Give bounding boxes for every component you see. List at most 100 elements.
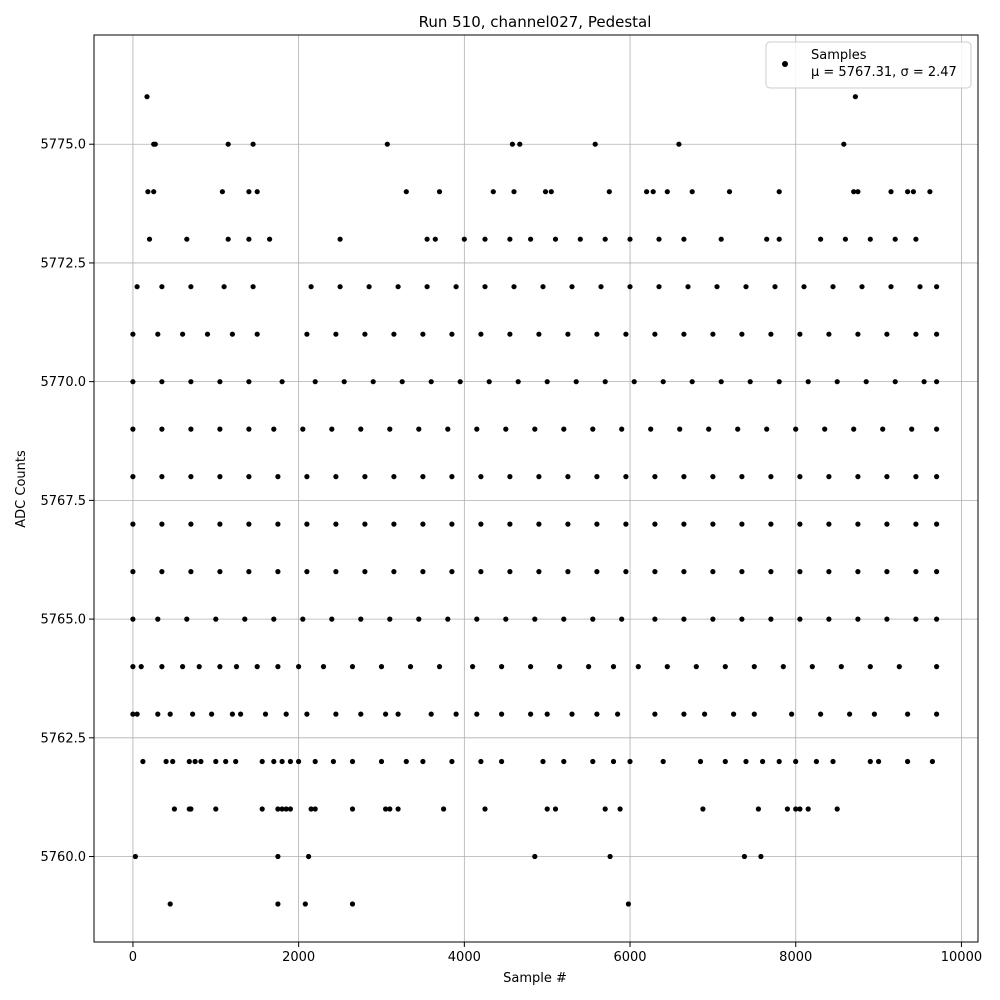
data-point <box>420 569 426 575</box>
data-point <box>917 284 923 290</box>
data-point <box>146 236 153 242</box>
data-point <box>602 236 608 242</box>
data-point <box>905 758 911 765</box>
data-point <box>627 758 633 765</box>
data-point <box>625 901 632 907</box>
data-point <box>768 331 774 337</box>
data-point <box>478 758 484 765</box>
data-point <box>238 711 244 717</box>
data-point <box>934 331 940 337</box>
data-point <box>384 141 390 147</box>
data-point <box>312 806 318 812</box>
data-point <box>213 758 219 765</box>
data-point <box>677 426 683 432</box>
chart-title: Run 510, channel027, Pedestal <box>419 13 652 31</box>
data-point <box>934 521 940 527</box>
data-point <box>602 379 608 385</box>
data-point <box>594 711 600 717</box>
data-point <box>246 521 252 527</box>
data-point <box>140 758 146 765</box>
data-point <box>246 379 252 385</box>
data-point <box>884 331 890 337</box>
data-point <box>204 331 211 337</box>
data-point <box>333 521 339 527</box>
data-point <box>830 758 836 765</box>
data-point <box>507 569 513 575</box>
data-point <box>561 616 567 622</box>
data-point <box>155 711 161 717</box>
data-point <box>449 758 455 765</box>
data-point <box>772 284 778 290</box>
data-point <box>615 711 621 717</box>
data-point <box>540 758 546 765</box>
data-point <box>188 379 194 385</box>
data-point <box>213 616 219 622</box>
data-point <box>130 711 136 717</box>
data-point <box>913 569 919 575</box>
x-tick-label: 6000 <box>613 950 646 965</box>
data-point <box>259 758 265 765</box>
data-point <box>416 616 422 622</box>
data-point <box>221 284 227 290</box>
data-point <box>304 711 310 717</box>
data-point <box>188 521 194 527</box>
data-point <box>714 284 720 290</box>
data-point <box>542 189 549 195</box>
data-point <box>739 474 745 480</box>
data-point <box>623 331 629 337</box>
data-point <box>445 616 451 622</box>
data-point <box>776 189 782 195</box>
data-point <box>436 189 443 195</box>
data-point <box>855 474 861 480</box>
data-point <box>544 379 550 385</box>
data-point <box>511 189 517 195</box>
data-point <box>594 474 600 480</box>
data-points <box>130 94 940 907</box>
data-point <box>758 853 764 860</box>
data-point <box>186 758 192 765</box>
legend-marker <box>782 61 788 67</box>
y-tick-label: 5765.0 <box>41 613 87 628</box>
data-point <box>312 758 318 765</box>
data-point <box>391 331 397 337</box>
data-point <box>453 711 459 717</box>
data-point <box>884 474 890 480</box>
data-point <box>793 758 799 765</box>
data-point <box>337 284 343 290</box>
data-point <box>610 664 617 670</box>
data-point <box>449 569 455 575</box>
data-point <box>594 331 600 337</box>
data-point <box>536 569 542 575</box>
data-point <box>478 569 484 575</box>
data-point <box>797 474 803 480</box>
data-point <box>884 521 890 527</box>
data-point <box>590 758 596 765</box>
data-point <box>407 664 414 670</box>
data-point <box>395 284 401 290</box>
data-point <box>830 284 836 290</box>
data-point <box>217 426 223 432</box>
data-point <box>275 569 281 575</box>
data-point <box>300 616 306 622</box>
x-tick-label: 4000 <box>448 950 481 965</box>
data-point <box>739 521 745 527</box>
data-point <box>275 474 281 480</box>
data-point <box>706 426 712 432</box>
data-point <box>934 474 940 480</box>
data-point <box>913 474 919 480</box>
data-point <box>180 664 186 670</box>
data-point <box>184 236 190 242</box>
data-point <box>780 664 786 670</box>
data-point <box>223 758 229 765</box>
data-point <box>598 284 604 290</box>
data-point <box>171 806 177 812</box>
y-tick-label: 5770.0 <box>41 375 87 390</box>
data-point <box>536 521 542 527</box>
data-point <box>217 569 223 575</box>
data-point <box>130 569 136 575</box>
data-point <box>428 379 434 385</box>
y-tick-label: 5767.5 <box>41 494 87 509</box>
data-point <box>731 711 737 717</box>
data-point <box>246 569 252 575</box>
data-point <box>233 758 239 765</box>
